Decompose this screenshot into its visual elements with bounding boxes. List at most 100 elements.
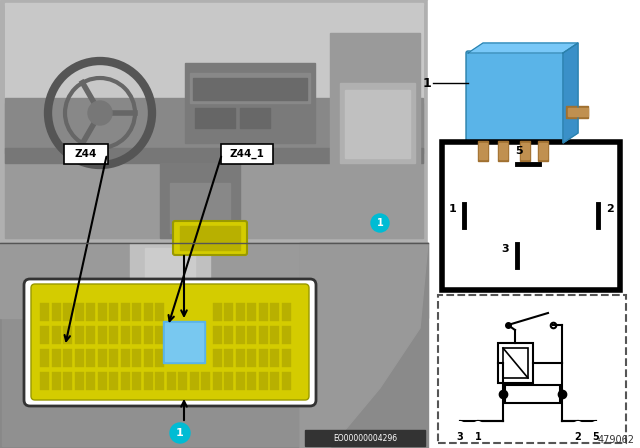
Polygon shape bbox=[563, 43, 578, 143]
Bar bbox=[212, 326, 221, 344]
Bar bbox=[120, 372, 129, 390]
FancyBboxPatch shape bbox=[173, 221, 247, 255]
Bar bbox=[40, 372, 49, 390]
Bar bbox=[0, 243, 428, 318]
Bar bbox=[132, 372, 141, 390]
Polygon shape bbox=[300, 243, 428, 448]
Text: 2: 2 bbox=[575, 432, 581, 442]
Bar bbox=[86, 303, 95, 321]
Bar bbox=[155, 303, 164, 321]
Bar bbox=[521, 143, 529, 159]
Bar bbox=[120, 303, 129, 321]
Bar bbox=[74, 326, 83, 344]
Bar bbox=[145, 248, 195, 288]
Bar bbox=[51, 349, 61, 367]
Bar bbox=[282, 349, 291, 367]
Bar bbox=[63, 372, 72, 390]
Bar bbox=[74, 372, 83, 390]
Bar bbox=[2, 245, 426, 446]
Bar bbox=[160, 163, 240, 238]
Bar bbox=[185, 63, 315, 143]
Bar bbox=[97, 303, 106, 321]
Bar bbox=[505, 385, 560, 403]
Bar bbox=[259, 326, 268, 344]
Text: 1: 1 bbox=[376, 218, 383, 228]
Bar bbox=[240, 108, 270, 128]
Text: 479062: 479062 bbox=[598, 435, 635, 445]
Text: Z44: Z44 bbox=[75, 149, 97, 159]
Bar bbox=[259, 303, 268, 321]
Bar bbox=[109, 326, 118, 344]
Bar bbox=[259, 349, 268, 367]
Bar bbox=[74, 349, 83, 367]
Bar bbox=[166, 372, 175, 390]
Bar bbox=[51, 303, 61, 321]
Bar bbox=[170, 183, 230, 233]
Bar bbox=[282, 326, 291, 344]
Bar bbox=[163, 321, 205, 363]
Bar bbox=[190, 73, 310, 103]
Bar bbox=[212, 372, 221, 390]
Text: 3: 3 bbox=[456, 432, 463, 442]
Circle shape bbox=[591, 422, 601, 432]
Bar bbox=[120, 349, 129, 367]
Bar bbox=[499, 143, 507, 159]
FancyBboxPatch shape bbox=[466, 51, 565, 145]
Circle shape bbox=[170, 423, 190, 443]
Bar bbox=[538, 141, 548, 161]
Bar bbox=[247, 372, 256, 390]
Text: 5: 5 bbox=[515, 146, 522, 156]
Bar bbox=[97, 326, 106, 344]
Bar bbox=[143, 303, 152, 321]
Bar bbox=[330, 33, 420, 183]
Bar bbox=[282, 303, 291, 321]
Bar bbox=[40, 303, 49, 321]
Bar bbox=[132, 303, 141, 321]
Bar bbox=[270, 372, 279, 390]
Bar bbox=[109, 349, 118, 367]
FancyBboxPatch shape bbox=[64, 144, 108, 164]
Bar bbox=[5, 3, 423, 103]
Bar bbox=[5, 5, 423, 238]
Bar bbox=[520, 141, 530, 161]
Bar bbox=[566, 106, 588, 118]
Bar bbox=[40, 326, 49, 344]
Bar bbox=[5, 148, 423, 163]
Bar bbox=[193, 78, 307, 100]
Bar bbox=[212, 349, 221, 367]
Bar bbox=[155, 349, 164, 367]
Bar bbox=[236, 326, 244, 344]
Bar bbox=[155, 326, 164, 344]
Bar bbox=[63, 303, 72, 321]
Bar bbox=[224, 326, 233, 344]
Bar bbox=[498, 343, 533, 383]
Bar bbox=[539, 143, 547, 159]
Bar bbox=[270, 349, 279, 367]
Bar bbox=[247, 349, 256, 367]
Bar bbox=[143, 349, 152, 367]
Circle shape bbox=[455, 422, 465, 432]
Bar bbox=[0, 243, 428, 448]
Circle shape bbox=[371, 214, 389, 232]
Bar bbox=[568, 108, 588, 116]
Bar bbox=[189, 372, 198, 390]
Text: 1: 1 bbox=[448, 203, 456, 214]
Bar bbox=[86, 326, 95, 344]
Bar bbox=[224, 349, 233, 367]
Bar bbox=[97, 349, 106, 367]
Bar bbox=[74, 303, 83, 321]
Circle shape bbox=[573, 422, 583, 432]
FancyBboxPatch shape bbox=[31, 284, 309, 400]
Bar bbox=[178, 372, 187, 390]
Bar bbox=[212, 303, 221, 321]
Text: 3: 3 bbox=[501, 244, 509, 254]
Bar bbox=[109, 303, 118, 321]
Text: 2: 2 bbox=[606, 203, 614, 214]
Bar bbox=[109, 372, 118, 390]
Bar bbox=[51, 372, 61, 390]
Bar bbox=[180, 226, 240, 250]
Bar bbox=[247, 326, 256, 344]
Bar bbox=[86, 372, 95, 390]
Bar bbox=[442, 142, 620, 290]
Bar bbox=[428, 0, 640, 448]
